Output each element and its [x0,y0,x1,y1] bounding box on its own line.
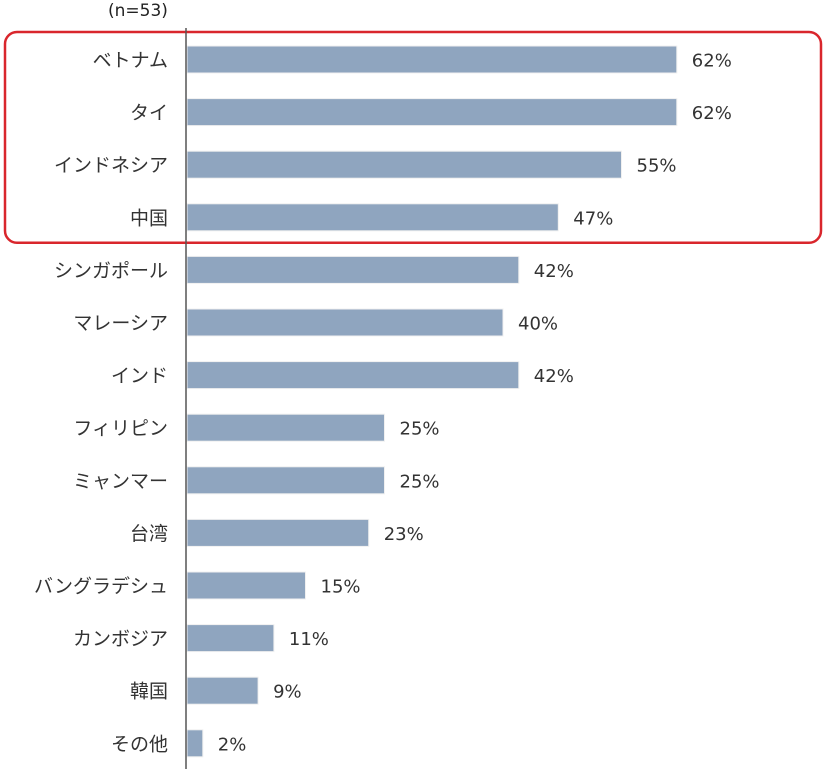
value-label: 23% [384,524,424,545]
category-label: カンボジア [73,628,168,650]
category-label: インド [111,365,168,387]
value-label: 62% [692,51,732,72]
value-label: 25% [400,471,440,492]
bar [186,361,520,390]
value-label: 42% [534,366,574,387]
highlight-box [3,30,823,245]
category-label: バングラデシュ [34,576,168,598]
bar [186,571,306,600]
bar [186,98,678,127]
value-label: 2% [218,734,247,755]
category-label: 中国 [130,207,168,229]
bar [186,676,259,705]
category-label: その他 [111,733,168,755]
value-label: 62% [692,103,732,124]
category-label: ベトナム [93,50,168,72]
value-label: 15% [321,577,361,598]
category-label: マレーシア [73,313,168,335]
value-label: 25% [400,419,440,440]
value-label: 11% [289,629,329,650]
bar [186,624,275,653]
bar [186,45,678,74]
bar [186,729,204,758]
bar [186,413,385,442]
bar [186,518,370,547]
value-label: 40% [518,314,558,335]
value-label: 42% [534,261,574,282]
category-label: タイ [130,102,168,124]
bar [186,203,559,232]
bar [186,255,520,284]
bar [186,466,385,495]
category-label: インドネシア [54,155,168,177]
category-label: 韓国 [130,681,168,703]
bar [186,150,622,179]
value-label: 47% [573,208,613,229]
category-label: ミャンマー [73,470,168,492]
category-label: フィリピン [73,418,168,440]
category-label: シンガポール [54,260,168,282]
bar [186,308,504,337]
value-label: 55% [637,156,677,177]
value-label: 9% [273,682,302,703]
category-label: 台湾 [130,523,168,545]
sample-size-label: (n=53) [108,1,168,21]
